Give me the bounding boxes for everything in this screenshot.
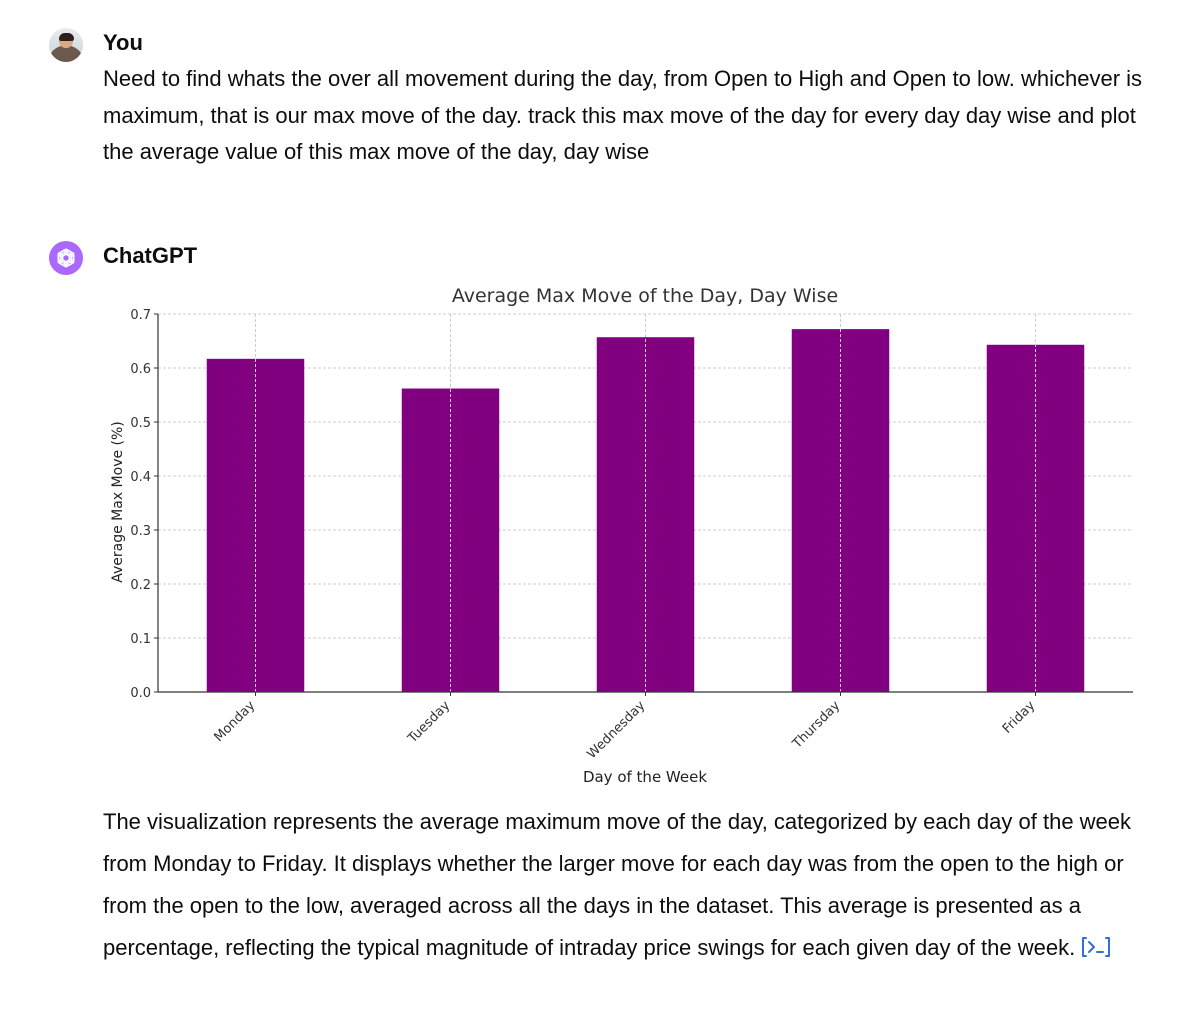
assistant-author-name: ChatGPT <box>103 243 198 268</box>
assistant-message: The visualization represents the average… <box>103 801 1163 972</box>
y-tick-label: 0.7 <box>130 308 151 323</box>
x-tick-label-friday: Friday <box>1000 698 1039 737</box>
x-tick-label-thursday: Thursday <box>789 698 843 752</box>
y-tick-label: 0.5 <box>130 416 151 431</box>
average-max-move-bar-chart: Average Max Move of the Day, Day Wise 0.… <box>110 285 1133 786</box>
x-tick-label-tuesday: Tuesday <box>405 698 454 747</box>
y-tick-label: 0.4 <box>130 470 151 485</box>
y-tick-label: 0.0 <box>130 686 151 701</box>
y-tick-label: 0.6 <box>130 362 151 377</box>
user-avatar <box>49 28 83 62</box>
openai-logo-icon <box>57 248 75 268</box>
user-author-name: You <box>103 30 143 55</box>
y-tick-label: 0.3 <box>130 524 151 539</box>
view-code-button[interactable] <box>1081 930 1111 972</box>
user-message: Need to find whats the over all movement… <box>103 66 1143 164</box>
x-tick-label-wednesday: Wednesday <box>585 698 649 762</box>
y-tick-label: 0.1 <box>130 632 151 647</box>
chart-title: Average Max Move of the Day, Day Wise <box>452 285 838 307</box>
chatgpt-avatar <box>49 241 83 275</box>
y-axis-label: Average Max Move (%) <box>110 421 126 583</box>
code-interpreter-icon <box>1082 937 1111 957</box>
y-tick-label: 0.2 <box>130 578 151 593</box>
x-axis-label: Day of the Week <box>583 768 707 786</box>
assistant-message-text: The visualization represents the average… <box>103 809 1132 960</box>
x-tick-label-monday: Monday <box>211 698 258 745</box>
